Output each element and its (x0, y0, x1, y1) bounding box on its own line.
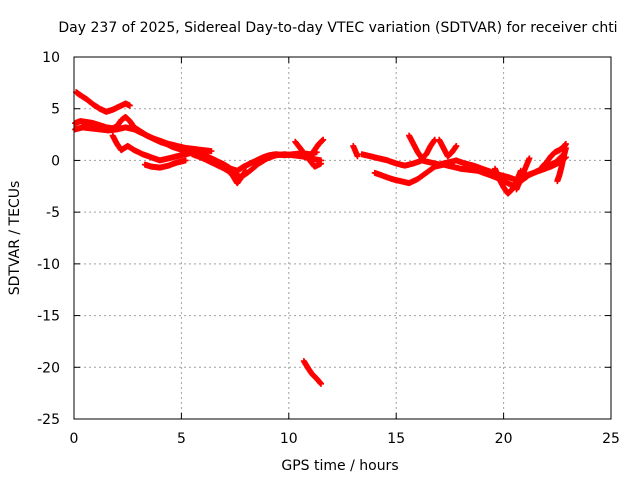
series-track-18 (513, 155, 533, 193)
data-point (242, 167, 249, 174)
series-track-14 (371, 151, 567, 189)
data-point (208, 148, 215, 155)
data-point (320, 136, 327, 143)
series-track-1 (73, 89, 133, 115)
y-tick-label: -15 (37, 309, 60, 325)
chart-title: Day 237 of 2025, Sidereal Day-to-day VTE… (58, 20, 617, 36)
tick-labels: 0 5 10 15 20 25 10 5 0 -5 -10 -15 -20 -25 (37, 50, 620, 447)
series-track-16 (436, 136, 460, 160)
series-track-17 (492, 165, 524, 197)
x-tick-label: 5 (177, 431, 186, 447)
grid (74, 57, 611, 419)
series-track-11 (300, 358, 325, 387)
plot-frame (73, 56, 612, 420)
data-point (182, 157, 189, 164)
x-tick-label: 0 (70, 431, 79, 447)
y-tick-label: -25 (37, 412, 60, 428)
y-tick-label: -20 (37, 360, 60, 376)
data-point (526, 155, 533, 162)
series-track-5 (141, 157, 189, 171)
x-axis-label: GPS time / hours (281, 458, 398, 474)
y-axis-label: SDTVAR / TECUs (7, 181, 23, 296)
data-point (318, 380, 325, 387)
series-track-9 (292, 138, 325, 170)
series-track-15 (406, 132, 438, 162)
x-tick-label: 20 (495, 431, 513, 447)
series-track-8 (225, 167, 249, 187)
x-tick-label: 15 (387, 431, 405, 447)
series-track-12 (350, 142, 361, 160)
y-tick-label: 10 (42, 50, 60, 66)
x-tick-label: 10 (280, 431, 298, 447)
y-tick-label: 0 (51, 153, 60, 169)
data-point (562, 145, 569, 152)
y-tick-label: -10 (37, 257, 60, 273)
series-track-10 (307, 136, 327, 160)
series-track-20 (554, 145, 569, 185)
axis-ticks (73, 56, 612, 420)
data-point (354, 153, 361, 160)
x-tick-label: 25 (602, 431, 620, 447)
data-point (318, 160, 325, 167)
data-point (453, 142, 460, 149)
series-track-19 (539, 140, 569, 170)
data-point (126, 102, 133, 109)
y-tick-label: 5 (51, 102, 60, 118)
series-track-3 (72, 124, 215, 155)
data-points (72, 89, 569, 387)
y-tick-label: -5 (46, 205, 60, 221)
